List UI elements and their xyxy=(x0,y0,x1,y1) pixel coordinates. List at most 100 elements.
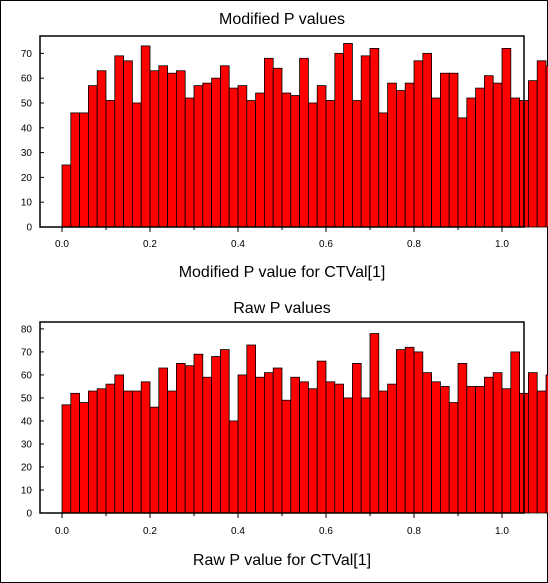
x-tick-label: 0.6 xyxy=(319,239,333,250)
histogram-bar xyxy=(457,363,468,514)
histogram-bar xyxy=(105,383,116,514)
histogram-bar xyxy=(448,72,459,228)
histogram-bar xyxy=(457,117,468,228)
histogram-bar xyxy=(404,82,415,228)
histogram-bar xyxy=(281,399,292,514)
x-tick-label: 0.4 xyxy=(231,239,245,250)
x-tick-label: 0.0 xyxy=(55,239,69,250)
histogram-bar xyxy=(316,85,327,228)
histogram-bar xyxy=(290,376,300,514)
histogram-bar xyxy=(325,381,336,514)
histogram-bar xyxy=(184,365,195,514)
histogram-bar xyxy=(360,397,371,514)
histogram-bar xyxy=(255,92,265,228)
histogram-bar xyxy=(158,367,169,514)
histogram-bar xyxy=(343,43,353,228)
histogram-bar xyxy=(184,97,195,228)
histogram-bar xyxy=(413,60,424,228)
histogram-bar xyxy=(448,402,459,514)
histogram-bar xyxy=(211,77,221,228)
histogram-bar xyxy=(351,363,362,514)
y-tick-label: 80 xyxy=(21,324,33,335)
histogram-bar xyxy=(202,82,213,228)
histogram-bar xyxy=(105,100,116,228)
histogram-bar xyxy=(123,390,133,514)
histogram-bar xyxy=(343,397,353,514)
histogram-bar xyxy=(492,372,503,514)
histogram-bar xyxy=(272,367,283,514)
x-tick-label: 0.6 xyxy=(319,526,333,537)
histogram-bar xyxy=(501,48,512,228)
histogram-bar xyxy=(193,85,204,228)
histogram-bar xyxy=(61,164,72,228)
histogram-bar xyxy=(237,85,248,228)
histogram-bar xyxy=(167,390,177,514)
histogram-bar xyxy=(369,48,380,228)
bars xyxy=(61,43,548,228)
histogram-bar xyxy=(334,383,344,514)
histogram-bar xyxy=(140,381,151,514)
histogram-bar xyxy=(88,85,98,228)
chart-panel-2: Raw P values 0 10 20 30 40 50 60 70 80 0.0 0.2 0.4 0.… xyxy=(21,300,548,569)
histogram-bar xyxy=(307,102,318,228)
chart-title: Modified P values xyxy=(219,11,345,28)
histogram-bar xyxy=(193,353,204,514)
histogram-bar xyxy=(475,386,485,514)
histogram-bar xyxy=(395,349,406,514)
histogram-bar xyxy=(307,388,318,514)
histogram-bar xyxy=(246,100,257,228)
histogram-bar xyxy=(510,97,520,228)
histogram-bar xyxy=(79,402,89,514)
x-axis-label: Modified P value for CTVal[1] xyxy=(179,264,386,281)
histogram-bar xyxy=(501,388,512,514)
histogram-bar xyxy=(123,60,133,228)
x-axis-label: Raw P value for CTVal[1] xyxy=(193,552,371,569)
histogram-bar xyxy=(70,392,81,514)
histogram-bar xyxy=(70,112,81,228)
histogram-bar xyxy=(404,346,415,514)
histogram-bar xyxy=(255,376,265,514)
histogram-bar xyxy=(61,404,72,514)
chart-title: Raw P values xyxy=(233,300,331,317)
histogram-bar xyxy=(510,351,520,514)
histogram-bar xyxy=(360,55,371,228)
histogram-bar xyxy=(545,374,548,514)
histogram-bar xyxy=(351,100,362,228)
histogram-bar xyxy=(158,65,169,228)
histogram-bar xyxy=(483,75,494,228)
histogram-bar xyxy=(79,112,89,228)
histogram-bar xyxy=(228,420,239,514)
histogram-bar xyxy=(431,381,441,514)
histogram-bar xyxy=(528,80,538,228)
histogram-bar xyxy=(378,390,388,514)
bars xyxy=(61,333,548,514)
y-tick-label: 10 xyxy=(21,485,33,496)
histogram-bar xyxy=(96,388,107,514)
y-tick-label: 0 xyxy=(26,223,32,234)
histogram-bar xyxy=(536,60,547,228)
histogram-bar xyxy=(431,97,441,228)
histogram-bar xyxy=(202,376,213,514)
histogram-bar xyxy=(387,82,397,228)
histogram-bar xyxy=(483,376,494,514)
histogram-bar xyxy=(246,344,257,514)
histogram-bar xyxy=(439,72,450,228)
histogram-bar xyxy=(492,82,503,228)
histogram-bar xyxy=(114,374,125,514)
y-tick-label: 20 xyxy=(21,173,33,184)
histogram-bar xyxy=(545,65,548,228)
histogram-bar xyxy=(395,90,406,228)
histogram-bar xyxy=(475,87,485,228)
histogram-bar xyxy=(263,372,274,514)
histogram-bar xyxy=(149,406,160,514)
histogram-bar xyxy=(387,383,397,514)
histogram-bar xyxy=(466,97,476,228)
histogram-bar xyxy=(88,390,98,514)
histogram-bar xyxy=(281,92,292,228)
histogram-bar xyxy=(466,386,476,514)
y-tick-label: 40 xyxy=(21,416,33,427)
histogram-bar xyxy=(175,70,186,228)
histogram-bar xyxy=(290,95,300,228)
histogram-bar xyxy=(131,102,142,228)
